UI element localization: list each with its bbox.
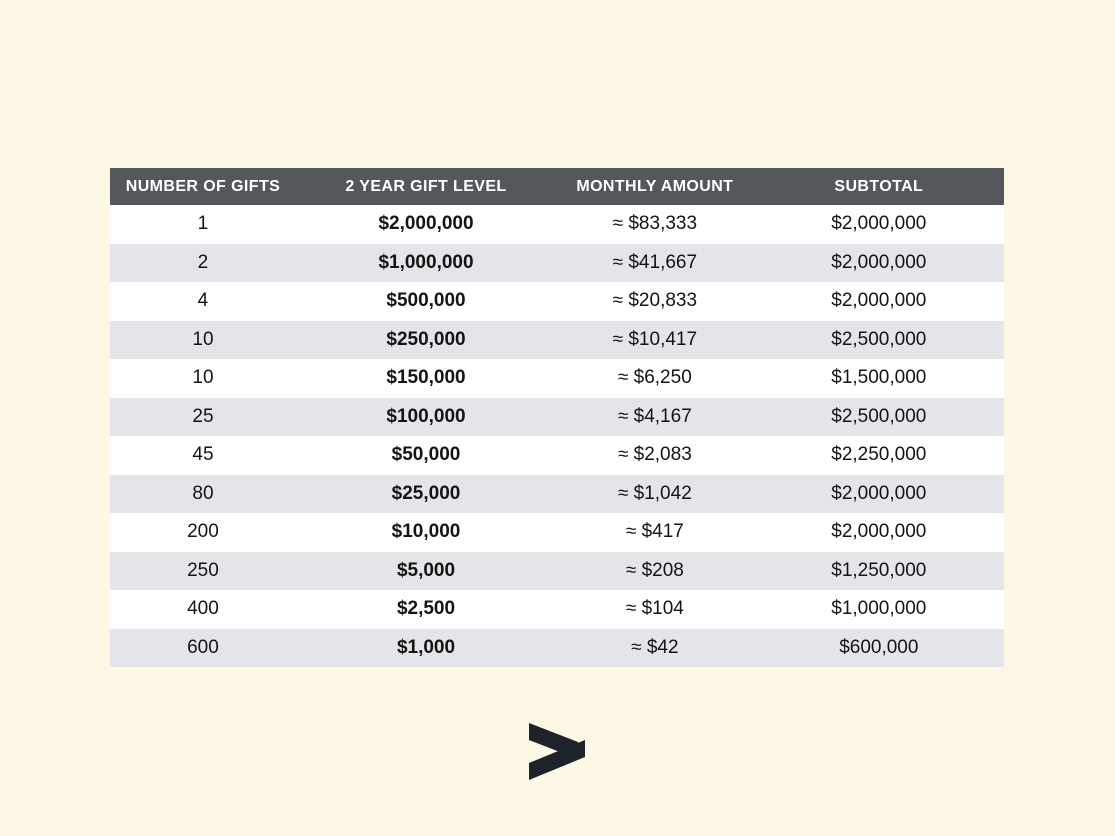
table-cell: ≈ $6,250	[556, 359, 754, 398]
table-cell: $1,500,000	[753, 359, 1004, 398]
table-row: 200 $10,000 ≈ $417 $2,000,000	[110, 513, 1004, 552]
table-row: 250 $5,000 ≈ $208 $1,250,000	[110, 551, 1004, 590]
table-cell: 2	[110, 243, 296, 282]
table-cell: 10	[110, 320, 296, 359]
table-cell: $2,000,000	[753, 513, 1004, 552]
table-cell: 400	[110, 590, 296, 629]
table-cell: $5,000	[295, 551, 557, 590]
table-row: 80 $25,000 ≈ $1,042 $2,000,000	[110, 474, 1004, 513]
table-cell: $500,000	[295, 282, 557, 321]
table-cell: 1	[110, 205, 296, 244]
column-header: NUMBER OF GIFTS	[110, 168, 296, 205]
gift-range-table: NUMBER OF GIFTS 2 YEAR GIFT LEVEL MONTHLY …	[110, 168, 1004, 667]
table-cell: 200	[110, 513, 296, 552]
table-header: NUMBER OF GIFTS 2 YEAR GIFT LEVEL MONTHLY …	[110, 168, 1004, 205]
gift-table: NUMBER OF GIFTS 2 YEAR GIFT LEVEL MONTHLY …	[110, 168, 1004, 667]
table-cell: 80	[110, 474, 296, 513]
table-row: 10 $150,000 ≈ $6,250 $1,500,000	[110, 359, 1004, 398]
table-cell: $2,000,000	[753, 474, 1004, 513]
table-cell: ≈ $41,667	[556, 243, 754, 282]
table-cell: ≈ $10,417	[556, 320, 754, 359]
table-cell: $2,500,000	[753, 320, 1004, 359]
table-cell: $250,000	[295, 320, 557, 359]
table-cell: $2,000,000	[295, 205, 557, 244]
table-cell: $10,000	[295, 513, 557, 552]
table-row: 2 $1,000,000 ≈ $41,667 $2,000,000	[110, 243, 1004, 282]
column-header: MONTHLY AMOUNT	[556, 168, 754, 205]
table-row: 600 $1,000 ≈ $42 $600,000	[110, 628, 1004, 667]
table-cell: 10	[110, 359, 296, 398]
table-cell: ≈ $1,042	[556, 474, 754, 513]
table-cell: $25,000	[295, 474, 557, 513]
greater-than-icon	[528, 723, 585, 780]
table-cell: ≈ $104	[556, 590, 754, 629]
table-cell: ≈ $20,833	[556, 282, 754, 321]
table-cell: $150,000	[295, 359, 557, 398]
column-header: SUBTOTAL	[753, 168, 1004, 205]
table-cell: $1,000,000	[295, 243, 557, 282]
table-cell: $2,500,000	[753, 397, 1004, 436]
table-cell: 45	[110, 436, 296, 475]
table-cell: $100,000	[295, 397, 557, 436]
table-cell: $2,000,000	[753, 205, 1004, 244]
table-row: 25 $100,000 ≈ $4,167 $2,500,000	[110, 397, 1004, 436]
table-cell: ≈ $417	[556, 513, 754, 552]
table-cell: ≈ $83,333	[556, 205, 754, 244]
table-row: 10 $250,000 ≈ $10,417 $2,500,000	[110, 320, 1004, 359]
table-cell: ≈ $2,083	[556, 436, 754, 475]
table-cell: 600	[110, 628, 296, 667]
table-row: 1 $2,000,000 ≈ $83,333 $2,000,000	[110, 205, 1004, 244]
table-cell: $2,500	[295, 590, 557, 629]
table-cell: $2,000,000	[753, 282, 1004, 321]
table-cell: $600,000	[753, 628, 1004, 667]
table-cell: ≈ $42	[556, 628, 754, 667]
table-cell: $1,250,000	[753, 551, 1004, 590]
table-cell: $1,000,000	[753, 590, 1004, 629]
table-cell: 250	[110, 551, 296, 590]
table-cell: $1,000	[295, 628, 557, 667]
table-cell: $2,000,000	[753, 243, 1004, 282]
table-cell: ≈ $4,167	[556, 397, 754, 436]
table-cell: $50,000	[295, 436, 557, 475]
table-row: 400 $2,500 ≈ $104 $1,000,000	[110, 590, 1004, 629]
table-cell: 4	[110, 282, 296, 321]
table-header-row: NUMBER OF GIFTS 2 YEAR GIFT LEVEL MONTHLY …	[110, 168, 1004, 205]
table-body: 1 $2,000,000 ≈ $83,333 $2,000,000 2 $1,000,00…	[110, 205, 1004, 667]
table-cell: $2,250,000	[753, 436, 1004, 475]
table-cell: 25	[110, 397, 296, 436]
table-row: 4 $500,000 ≈ $20,833 $2,000,000	[110, 282, 1004, 321]
table-row: 45 $50,000 ≈ $2,083 $2,250,000	[110, 436, 1004, 475]
table-cell: ≈ $208	[556, 551, 754, 590]
column-header: 2 YEAR GIFT LEVEL	[295, 168, 557, 205]
